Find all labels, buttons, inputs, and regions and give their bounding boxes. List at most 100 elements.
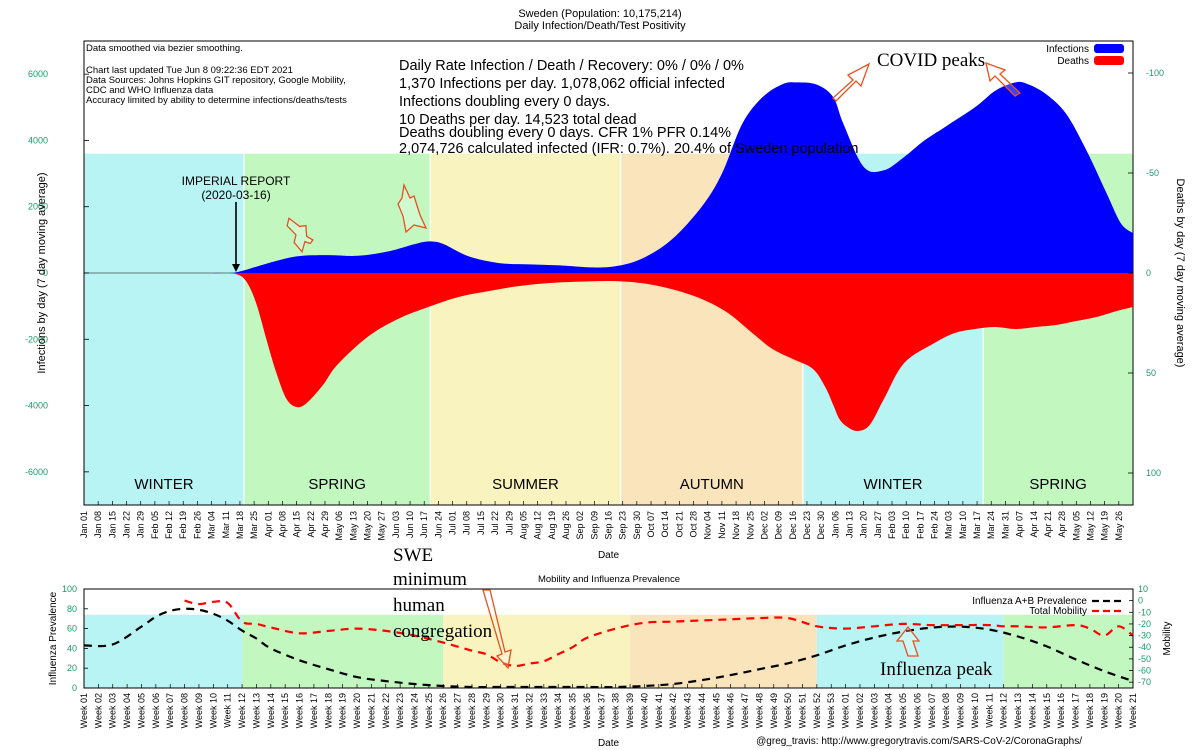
x-tick-label: Jun 10 [405,511,415,538]
mobility-x-tick-label: Week 18 [323,693,333,728]
legend-label-deaths: Deaths [1057,56,1089,67]
x-tick-label: Jan 29 [136,511,146,538]
mobility-x-tick-label: Week 47 [740,693,750,728]
mobility-x-tick-label: Week 05 [898,693,908,728]
mobility-season-band [443,614,631,688]
x-tick-label: Jun 17 [419,511,429,538]
mobility-x-tick-label: Week 53 [826,693,836,728]
season-label: WINTER [134,476,193,493]
x-tick-label: Jan 22 [122,511,132,538]
x-tick-label: Dec 02 [759,511,769,540]
mobility-x-tick-label: Week 03 [108,693,118,728]
x-tick-label: Mar 11 [221,511,231,538]
mobility-x-tick-label: Week 41 [654,693,664,728]
mobility-chart-x-axis-label: Date [598,738,620,749]
x-tick-label: Mar 03 [944,511,954,539]
mobility-chart-title: Mobility and Influenza Prevalence [538,574,680,585]
legend-label-mobility: Total Mobility [1029,606,1087,617]
mobility-x-tick-label: Week 40 [639,693,649,728]
mobility-x-tick-label: Week 11 [223,693,233,728]
info-small-line: Accuracy limited by ability to determine… [86,95,347,106]
x-tick-label: May 27 [377,511,387,541]
imperial-report-date: (2020-03-16) [201,188,270,202]
season-band [84,153,244,505]
imperial-report-arrowhead [232,264,240,272]
x-tick-label: Jan 27 [873,511,883,538]
x-tick-label: Aug 26 [561,511,571,540]
first-wave-arrow [286,217,314,254]
x-tick-label: Jul 08 [462,511,472,535]
x-tick-label: Jan 15 [107,511,117,538]
season-band [430,153,621,505]
x-tick-label: May 12 [1085,511,1095,541]
x-tick-label: Apr 08 [277,511,287,538]
mobility-x-tick-label: Week 16 [1056,693,1066,728]
x-tick-label: Sep 02 [575,511,585,540]
x-tick-label: Nov 25 [745,511,755,540]
mobility-x-tick-label: Week 09 [194,693,204,728]
legend-label-infections: Infections [1046,44,1089,55]
mobility-x-tick-label: Week 22 [381,693,391,728]
x-tick-label: Mar 24 [986,511,996,539]
season-label: WINTER [863,476,922,493]
mobility-y-tick-label-left: 100 [62,584,77,594]
x-tick-label: Feb 17 [915,511,925,539]
mobility-x-tick-label: Week 48 [754,693,764,728]
y-tick-label-left: -2000 [25,334,48,344]
mobility-x-tick-label: Week 12 [237,693,247,728]
info-large-line: Daily Rate Infection / Death / Recovery:… [399,58,744,74]
x-tick-label: Jan 13 [844,511,854,538]
mobility-x-tick-label: Week 20 [1114,693,1124,728]
x-tick-label: Nov 11 [717,511,727,539]
infections-area [84,81,1133,274]
info-large-block: Daily Rate Infection / Death / Recovery:… [399,58,858,157]
info-large-line: 10 Deaths per day. 14,523 total dead [399,112,637,128]
mobility-x-tick-label: Week 36 [582,693,592,728]
x-tick-label: Jan 01 [79,511,89,538]
info-large-line: Deaths doubling every 0 days. CFR 1% PFR… [399,125,731,141]
x-tick-label: May 19 [1100,511,1110,541]
legend-swatch-deaths [1094,56,1124,65]
season-label: SUMMER [492,476,559,493]
main-chart-y-axis-label-left: Infections by day (7 day moving average) [36,172,48,373]
x-tick-label: Jun 03 [391,511,401,538]
mobility-y-tick-label-right: 10 [1138,584,1148,594]
attribution-footer: @greg_travis: http://www.gregorytravis.c… [756,736,1082,747]
x-tick-label: Sep 16 [604,511,614,540]
mobility-x-tick-label: Week 02 [855,693,865,728]
mobility-x-tick-label: Week 17 [1071,693,1081,728]
mobility-x-tick-label: Week 07 [165,693,175,728]
mobility-x-tick-label: Week 18 [1085,693,1095,728]
x-tick-label: Feb 10 [901,511,911,539]
x-tick-label: Mar 31 [1000,511,1010,539]
mobility-x-tick-label: Week 04 [122,693,132,728]
mobility-x-tick-label: Week 12 [999,693,1009,728]
mobility-y-tick-label-left: 80 [67,604,77,614]
info-small-line: Chart last updated Tue Jun 8 09:22:36 ED… [86,65,293,76]
x-tick-label: Dec 09 [774,511,784,540]
x-tick-label: Mar 18 [235,511,245,539]
mobility-x-tick-label: Week 39 [625,693,635,728]
mobility-x-tick-label: Week 51 [797,693,807,728]
mobility-x-tick-label: Week 29 [481,693,491,728]
mobility-x-tick-label: Week 42 [668,693,678,728]
x-tick-label: Apr 01 [263,511,273,538]
covid-peak-arrow-2 [985,61,1022,97]
mobility-x-tick-label: Week 14 [1027,693,1037,728]
main-chart-subtitle: Daily Infection/Death/Test Positivity [514,20,686,32]
mobility-chart: Mobility and Influenza Prevalence 0 20 40 6… [48,545,1173,749]
mobility-x-tick-label: Week 10 [208,693,218,728]
x-tick-label: Jul 15 [476,511,486,535]
mobility-x-tick-label: Week 24 [410,693,420,728]
info-small-line: CDC and WHO Influenza data [86,85,214,96]
y-tick-label-left: 2000 [28,202,48,212]
x-tick-label: Feb 03 [887,511,897,539]
legend-label-influenza: Influenza A+B Prevalence [972,596,1087,607]
x-tick-label: Apr 21 [1043,511,1053,538]
mobility-x-tick-label: Week 19 [1099,693,1109,728]
mobility-y-tick-label-left: 20 [67,663,77,673]
x-tick-label: May 06 [334,511,344,541]
mobility-y-tick-label-right: -60 [1138,666,1151,676]
season-label: SPRING [308,476,366,493]
